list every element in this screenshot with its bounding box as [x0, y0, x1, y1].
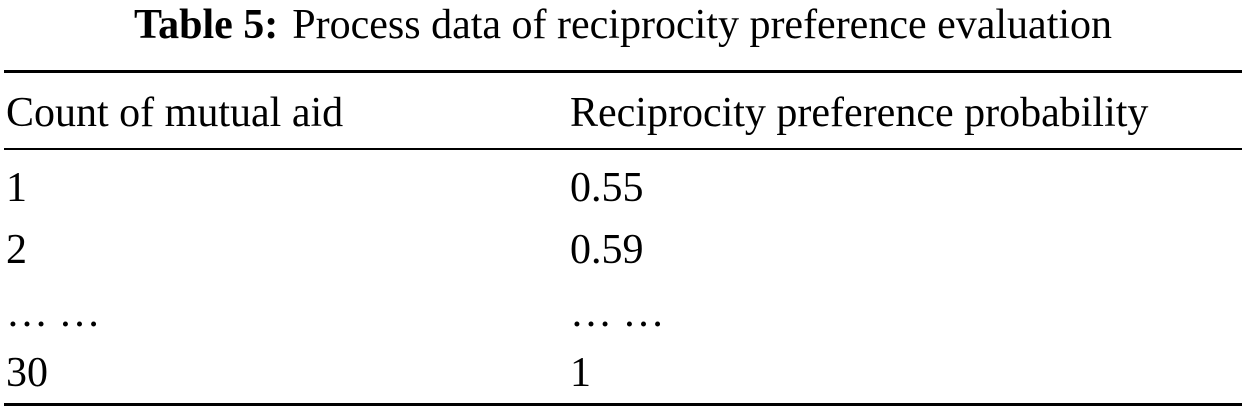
header-rule: [4, 148, 1242, 150]
table-cell: 30: [6, 350, 48, 396]
table-cell: 1: [570, 350, 591, 396]
header-cell: Reciprocity preference probability: [570, 90, 1149, 136]
table-cell: … …: [6, 290, 101, 336]
table-cell: 1: [6, 165, 27, 211]
bottom-rule: [4, 403, 1242, 406]
caption-text: Process data of reciprocity preference e…: [292, 2, 1113, 48]
table-caption: Table 5: Process data of reciprocity pref…: [0, 4, 1246, 46]
table-cell: 0.55: [570, 165, 644, 211]
table-cell: 2: [6, 227, 27, 273]
table-cell: … …: [570, 290, 665, 336]
caption-label: Table 5:: [133, 2, 279, 48]
top-rule: [4, 70, 1242, 73]
header-cell: Count of mutual aid: [6, 90, 344, 136]
table-cell: 0.59: [570, 227, 644, 273]
